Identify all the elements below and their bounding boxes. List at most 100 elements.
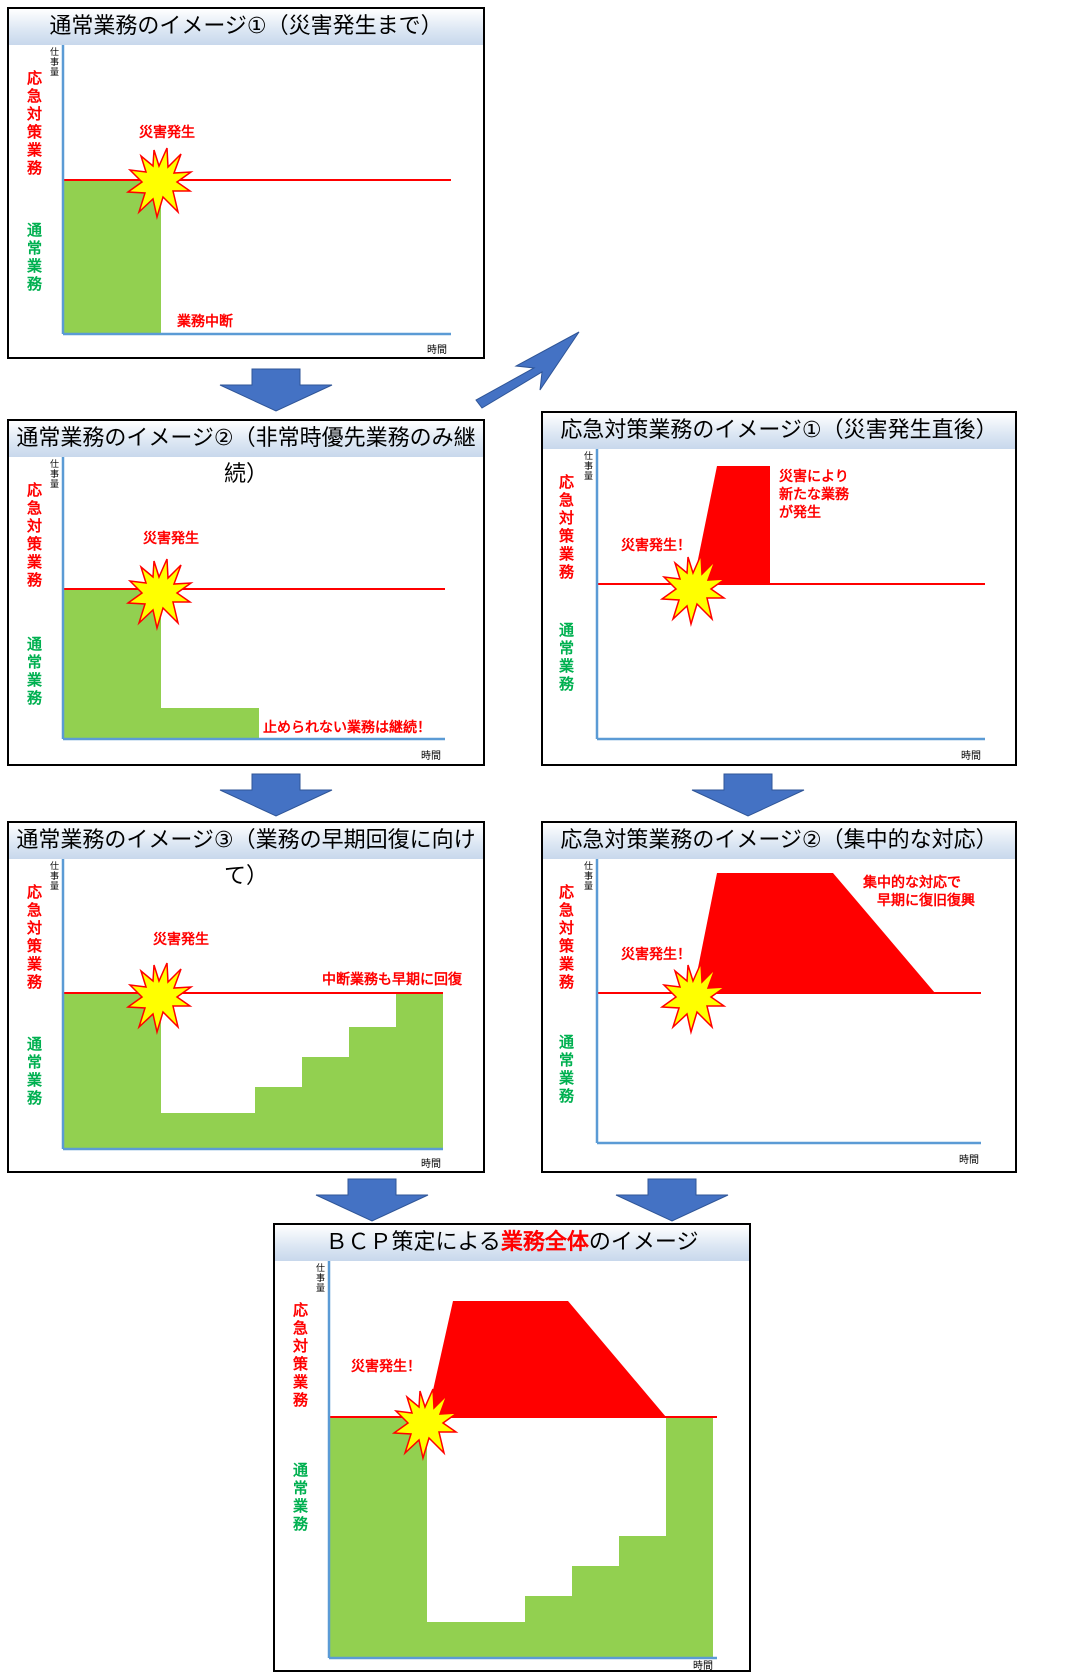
label-new-3: が発生 [779,504,821,521]
panel-title: 通常業務のイメージ①（災害発生まで） [9,9,483,45]
legend-char: 対 [558,509,574,527]
legend-char: 対 [26,919,42,937]
legend-char: 務 [27,571,43,589]
label-focus-1: 集中的な対応で [862,874,961,891]
panel-title: 応急対策業務のイメージ②（集中的な対応） [543,823,1015,859]
legend-char: 対 [26,517,42,535]
x-axis-label: 時間 [421,750,441,762]
y-axis-label-2: 事 [50,468,59,480]
normal-work-area [63,993,443,1149]
x-axis-label: 時間 [961,750,981,762]
legend-char: 策 [558,527,575,545]
legend-char: 対 [558,919,574,937]
panel-title: 通常業務のイメージ③（業務の早期回復に向けて） [9,823,483,889]
legend-char: 急 [559,491,574,509]
legend-char: 務 [293,1515,309,1533]
legend-char: 業 [26,955,43,973]
label-focus-2: 早期に復旧復興 [877,892,975,909]
x-axis-label: 時間 [959,1154,979,1166]
label-recover: 中断業務も早期に回復 [322,971,463,988]
legend-normal: 通常業務 [26,635,43,707]
legend-char: 策 [26,937,43,955]
y-axis-label-3: 量 [316,1283,325,1294]
y-axis-label-3: 量 [50,67,59,78]
legend-char: 策 [558,937,575,955]
legend-char: 通 [293,1461,308,1479]
panel-normal-1: 通常業務のイメージ①（災害発生まで） 災害発生 業務中断 仕事量 時間 応急対策… [7,7,485,359]
legend-char: 務 [559,1087,575,1105]
panel-normal-2: 通常業務のイメージ②（非常時優先業務のみ継続） 災害発生 止められない業務は継続… [7,419,485,766]
legend-normal: 通常業務 [26,221,43,293]
legend-char: 務 [559,563,575,581]
burst-icon [125,147,194,220]
legend-char: 急 [27,901,42,919]
emergency-work-area [427,1301,666,1417]
panel-normal-3: 通常業務のイメージ③（業務の早期回復に向けて） 災害発生 中断業務も早期に回復 … [7,821,485,1173]
plot-normal-2: 災害発生 止められない業務は継続！ 仕事量 時間 応急対策業務 通常業務 [26,457,445,762]
label-new-1: 災害により [779,468,849,485]
legend-normal: 通常業務 [558,621,575,693]
y-axis-label-3: 量 [50,881,59,892]
legend-char: 務 [27,275,43,293]
legend-char: 務 [27,1089,43,1107]
legend-normal: 通常業務 [26,1035,43,1107]
legend-char: 通 [559,621,574,639]
emergency-work-area [693,873,935,993]
title-pre: ＢＣＰ策定による [325,1230,501,1255]
y-axis-label-2: 事 [316,1272,325,1284]
arrow-down-icon [315,1178,429,1222]
label-disaster: 災害発生！ [351,1358,421,1375]
legend-emergency: 応急対策業務 [558,883,575,991]
normal-work-area [63,589,259,739]
y-axis-label-3: 量 [584,881,593,892]
burst-icon [125,962,194,1035]
legend-char: 策 [26,123,43,141]
legend-char: 常 [27,239,42,257]
burst-icon [125,558,194,631]
legend-char: 業 [558,1069,575,1087]
label-disaster: 災害発生！ [621,946,691,963]
arrow-diagonal-icon [475,331,580,409]
legend-char: 策 [26,535,43,553]
legend-char: 通 [27,1035,42,1053]
arrow-down-icon [615,1178,729,1222]
y-axis-label-1: 仕 [316,1262,325,1274]
legend-char: 応 [559,473,574,491]
legend-char: 業 [558,657,575,675]
legend-emergency: 応急対策業務 [26,69,43,177]
plot-emergency-2: 災害発生！ 集中的な対応で 早期に復旧復興 仕事量 時間 応急対策業務 通常業務 [558,859,981,1166]
legend-char: 常 [27,653,42,671]
legend-char: 常 [559,1051,574,1069]
label-disaster: 災害発生！ [621,537,691,554]
panel-title: 通常業務のイメージ②（非常時優先業務のみ継続） [9,421,483,487]
legend-char: 対 [292,1337,308,1355]
panel-emergency-1: 応急対策業務のイメージ①（災害発生直後） 災害発生！ 災害により 新たな業務 が… [541,411,1017,766]
legend-char: 務 [27,159,43,177]
legend-emergency: 応急対策業務 [558,473,575,581]
legend-char: 業 [26,257,43,275]
legend-char: 務 [27,973,43,991]
burst-icon [391,1388,460,1461]
y-axis-label-2: 事 [50,56,59,68]
y-axis-label-2: 事 [584,460,593,472]
label-stop: 業務中断 [176,313,233,330]
panel-bcp-overall: ＢＣＰ策定による業務全体のイメージ 災害発生！ 仕事量 時間 応急対策業務 通常… [273,1223,751,1672]
legend-normal: 通常業務 [558,1033,575,1105]
legend-char: 務 [27,689,43,707]
legend-char: 常 [293,1479,308,1497]
emergency-work-area [693,466,770,584]
legend-char: 業 [558,545,575,563]
plot-normal-3: 災害発生 中断業務も早期に回復 仕事量 時間 応急対策業務 通常業務 [26,859,463,1170]
label-disaster: 災害発生 [139,124,195,141]
legend-char: 急 [293,1319,308,1337]
legend-char: 業 [292,1373,309,1391]
arrow-down-icon [219,368,333,412]
y-axis-label: 仕事量 [50,46,59,78]
y-axis-label: 仕事量 [50,458,59,490]
x-axis-label: 時間 [693,1660,713,1672]
y-axis-label-3: 量 [50,479,59,490]
panel-emergency-2: 応急対策業務のイメージ②（集中的な対応） 災害発生！ 集中的な対応で 早期に復旧… [541,821,1017,1173]
y-axis-label-3: 量 [584,471,593,482]
plot-bcp-overall: 災害発生！ 仕事量 時間 応急対策業務 通常業務 [292,1261,717,1672]
legend-char: 通 [27,635,42,653]
